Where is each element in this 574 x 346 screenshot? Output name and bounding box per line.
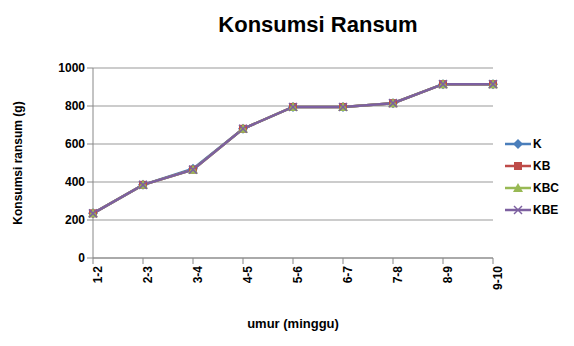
html-text:Konsumsi Ransum: Konsumsi Ransum (218, 12, 418, 37)
svg-text:2-3: 2-3 (141, 266, 155, 284)
html-text:K: K (533, 137, 542, 151)
svg-text:6-7: 6-7 (341, 266, 355, 284)
html-text:KBC: KBC (533, 181, 559, 195)
svg-text:8-9: 8-9 (441, 266, 455, 284)
svg-text:600: 600 (65, 137, 85, 151)
svg-text:9-10: 9-10 (491, 266, 503, 290)
svg-text:1000: 1000 (58, 61, 85, 75)
svg-text:400: 400 (65, 175, 85, 189)
svg-text:4-5: 4-5 (241, 266, 255, 284)
svg-text:200: 200 (65, 213, 85, 227)
svg-text:0: 0 (78, 251, 85, 265)
svg-text:5-6: 5-6 (291, 266, 305, 284)
svg-text:umur (minggu): umur (minggu) (247, 316, 339, 331)
svg-text:7-8: 7-8 (391, 266, 405, 284)
svg-text:800: 800 (65, 99, 85, 113)
svg-text:1-2: 1-2 (91, 266, 105, 284)
svg-text:Konsumsi ransum (g): Konsumsi ransum (g) (11, 101, 25, 224)
svg-text:3-4: 3-4 (191, 266, 205, 284)
html-text:KB: KB (533, 159, 551, 173)
html-text:KBE: KBE (533, 203, 559, 217)
